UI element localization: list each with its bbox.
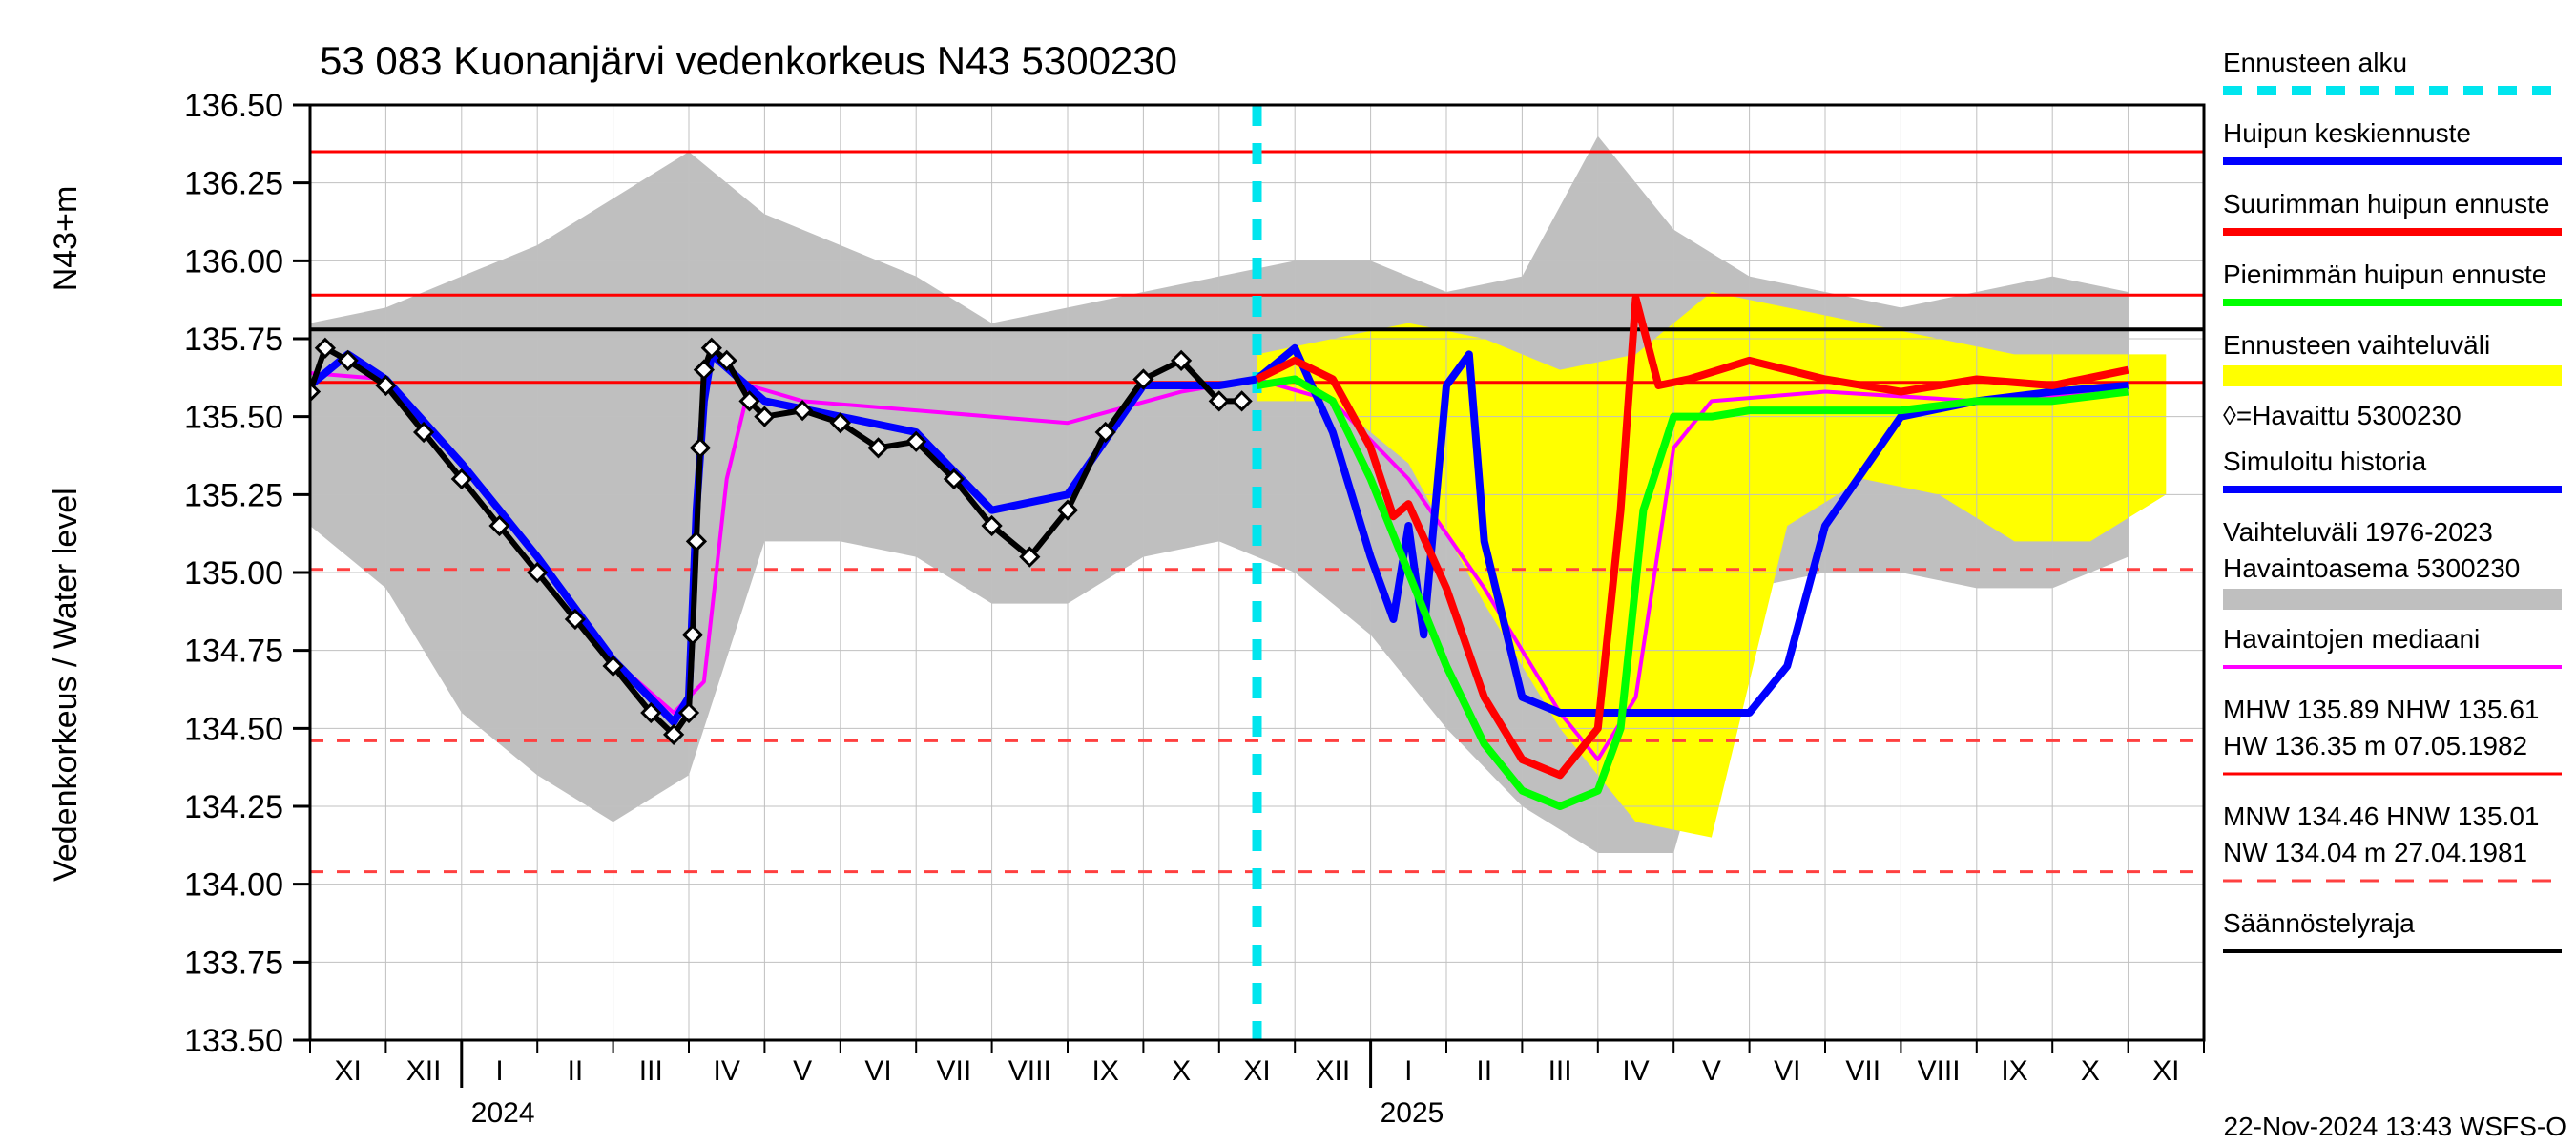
y-tick-label: 134.50 [184,711,283,747]
x-tick-label: V [793,1055,812,1087]
x-tick-label: II [568,1055,584,1087]
legend-label: ◊=Havaittu 5300230 [2223,401,2462,430]
x-tick-label: VI [864,1055,891,1087]
y-tick-label: 135.75 [184,322,283,358]
x-tick-label: VIII [1918,1055,1961,1087]
x-tick-label: IV [714,1055,740,1087]
y-tick-label: 136.50 [184,88,283,124]
legend-label: Havaintoasema 5300230 [2223,553,2520,583]
legend-label: Säännöstelyraja [2223,908,2415,938]
x-year-label: 2024 [471,1097,535,1129]
legend-label: Ennusteen alku [2223,48,2407,77]
x-tick-label: XI [335,1055,362,1087]
legend-label: NW 134.04 m 27.04.1981 [2223,838,2527,867]
legend-label: MNW 134.46 HNW 135.01 [2223,802,2539,831]
x-tick-label: VII [1845,1055,1880,1087]
x-tick-label: VII [937,1055,972,1087]
legend-label: Vaihteluväli 1976-2023 [2223,517,2493,547]
x-tick-label: IX [1092,1055,1119,1087]
y-tick-label: 133.50 [184,1023,283,1059]
y-tick-label: 134.75 [184,634,283,670]
y-tick-label: 135.50 [184,400,283,436]
x-tick-label: VIII [1008,1055,1051,1087]
x-tick-label: III [1548,1055,1572,1087]
timestamp: 22-Nov-2024 13:43 WSFS-O [2224,1112,2567,1141]
x-tick-label: XI [1243,1055,1270,1087]
legend-label: Havaintojen mediaani [2223,624,2480,654]
x-tick-label: II [1476,1055,1492,1087]
x-year-label: 2025 [1381,1097,1444,1129]
y-tick-label: 136.00 [184,243,283,280]
y-tick-label: 134.00 [184,867,283,904]
y-axis-label-top: N43+m [48,186,84,292]
x-tick-label: I [495,1055,503,1087]
y-tick-label: 135.25 [184,477,283,513]
x-tick-label: XII [1316,1055,1351,1087]
x-tick-label: IV [1622,1055,1649,1087]
legend-label: Simuloitu historia [2223,447,2427,476]
legend-label: Pienimmän huipun ennuste [2223,260,2546,289]
x-tick-label: I [1404,1055,1412,1087]
legend-label: MHW 135.89 NHW 135.61 [2223,695,2539,724]
x-tick-label: VI [1774,1055,1800,1087]
x-tick-label: XI [2152,1055,2179,1087]
x-tick-label: XII [406,1055,442,1087]
legend-label: Huipun keskiennuste [2223,118,2471,148]
y-tick-label: 134.25 [184,789,283,825]
x-tick-label: IX [2001,1055,2027,1087]
x-tick-label: X [2081,1055,2100,1087]
y-tick-label: 133.75 [184,945,283,981]
legend-label: Ennusteen vaihteluväli [2223,330,2490,360]
y-axis-label-main: Vedenkorkeus / Water level [48,488,84,882]
hydrograph-chart: 133.50 133.75 134.00 134.25 134.50 134.75 135.… [0,0,2576,1145]
x-tick-label: III [639,1055,663,1087]
y-tick-label: 135.00 [184,555,283,592]
legend-label: Suurimman huipun ennuste [2223,189,2549,219]
y-tick-label: 136.25 [184,166,283,202]
chart-title: 53 083 Kuonanjärvi vedenkorkeus N43 5300… [320,38,1177,83]
x-tick-label: X [1172,1055,1191,1087]
x-tick-label: V [1702,1055,1721,1087]
chart-svg: 133.50 133.75 134.00 134.25 134.50 134.75 135.… [0,0,2576,1145]
legend-label: HW 136.35 m 07.05.1982 [2223,731,2527,760]
